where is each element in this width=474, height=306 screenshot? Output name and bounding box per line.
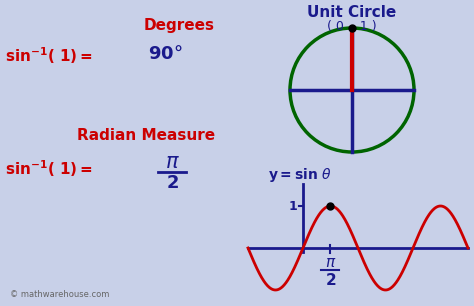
Text: ( 0 ,  1 ): ( 0 , 1 ) [327,20,377,33]
Text: $\mathbf{sin^{-1}(\ 1) =}$: $\mathbf{sin^{-1}(\ 1) =}$ [5,45,93,66]
Text: © mathwarehouse.com: © mathwarehouse.com [10,290,109,299]
Text: $\mathbf{y = sin}\ \theta$: $\mathbf{y = sin}\ \theta$ [268,166,332,184]
Text: $\pi$: $\pi$ [164,152,180,172]
Text: Radian Measure: Radian Measure [77,128,215,143]
Text: $\mathbf{90°}$: $\mathbf{90°}$ [148,45,182,63]
Text: $\pi$: $\pi$ [325,255,336,270]
Text: $\mathbf{sin^{-1}(\ 1) =}$: $\mathbf{sin^{-1}(\ 1) =}$ [5,158,93,179]
Text: $\mathbf{2}$: $\mathbf{2}$ [165,174,178,192]
Text: 1: 1 [288,200,297,212]
Text: Unit Circle: Unit Circle [307,5,397,20]
Text: Degrees: Degrees [144,18,215,33]
Text: $\mathbf{2}$: $\mathbf{2}$ [325,272,336,288]
